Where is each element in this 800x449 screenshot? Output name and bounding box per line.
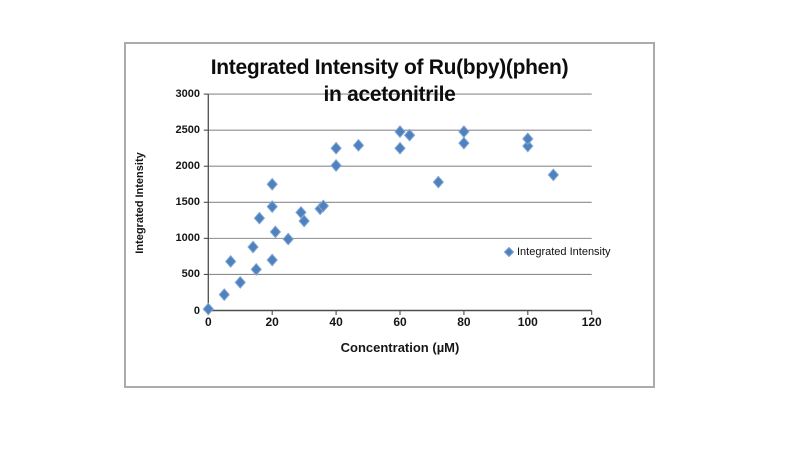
x-tick-label: 40 — [329, 315, 343, 329]
data-point-diamond — [352, 138, 365, 152]
data-point-diamond — [458, 136, 470, 150]
data-point-diamond — [250, 262, 262, 276]
x-tick-label: 100 — [517, 315, 538, 329]
data-point-diamond — [266, 177, 278, 191]
data-point-diamond — [224, 254, 237, 268]
y-tick-label: 2500 — [175, 124, 200, 137]
data-point-diamond — [330, 141, 342, 155]
data-point-diamond — [522, 139, 534, 153]
data-point-diamond — [317, 199, 329, 213]
data-point-diamond — [202, 302, 214, 316]
legend: Integrated Intensity — [504, 246, 611, 258]
data-point-diamond — [330, 159, 342, 172]
legend-label: Integrated Intensity — [517, 246, 611, 258]
y-tick-label: 3000 — [175, 88, 200, 101]
x-tick-label: 60 — [393, 315, 407, 329]
y-tick-label: 1500 — [175, 196, 200, 209]
y-axis-title: Integrated Intensity — [134, 152, 146, 254]
legend-diamond-icon — [504, 247, 514, 257]
data-point-diamond — [247, 240, 259, 254]
x-tick-label: 120 — [581, 315, 602, 329]
chart-title-line-1: Integrated Intensity of Ru(bpy)(phen) — [210, 56, 569, 79]
data-point-diamond — [547, 168, 560, 182]
y-tick-label: 500 — [181, 268, 200, 281]
chart-title: Integrated Intensity of Ru(bpy)(phen) in… — [124, 54, 655, 108]
x-tick-label: 20 — [265, 315, 279, 329]
data-point-diamond — [394, 125, 406, 139]
data-point-diamond — [266, 200, 278, 214]
y-tick-label: 2000 — [175, 160, 200, 173]
data-point-diamond — [403, 128, 416, 142]
y-tick-label: 1000 — [175, 232, 200, 245]
data-point-diamond — [253, 211, 266, 225]
data-point-diamond — [522, 132, 534, 146]
data-point-diamond — [458, 125, 470, 139]
data-point-diamond — [234, 275, 246, 289]
data-point-diamond — [266, 253, 278, 267]
x-tick-label: 0 — [204, 315, 212, 329]
data-point-diamond — [218, 288, 230, 302]
y-tick-label: 0 — [193, 304, 200, 317]
chart-frame — [124, 42, 655, 388]
x-axis-title: Concentration (µM) — [340, 340, 460, 355]
data-point-diamond — [282, 232, 294, 246]
data-point-diamond — [269, 225, 282, 239]
data-point-diamond — [295, 205, 307, 219]
data-point-diamond — [394, 141, 406, 155]
chart-title-line-2: in acetonitrile — [323, 83, 456, 106]
x-tick-label: 80 — [457, 315, 471, 329]
data-point-diamond — [298, 214, 310, 228]
data-point-diamond — [432, 175, 445, 189]
